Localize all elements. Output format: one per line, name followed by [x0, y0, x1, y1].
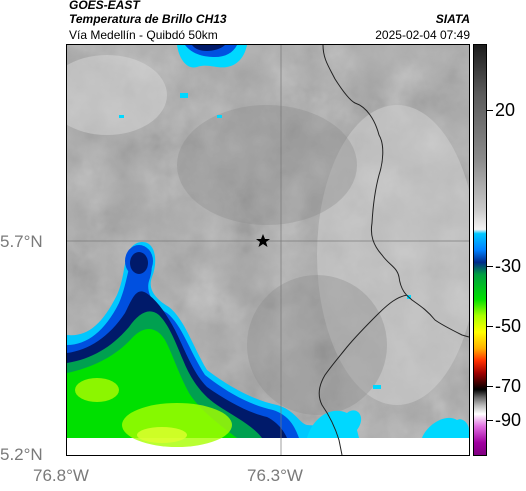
dark-cloud-region — [247, 275, 387, 415]
light-cloud-region — [67, 55, 167, 135]
colorbar-label: -90 — [495, 410, 522, 430]
colorbar-tick — [487, 326, 493, 327]
colorbar-tick — [487, 266, 493, 267]
star-marker[interactable] — [256, 234, 270, 247]
agency-label: SIATA — [435, 12, 470, 26]
department-border — [318, 294, 408, 455]
bottom-right-cold-cloud — [307, 295, 469, 438]
department-border — [322, 45, 469, 338]
satellite-title: GOES-EAST — [69, 0, 140, 12]
convective-cluster — [67, 242, 352, 447]
latitude-label-5-2: 5.2°N — [0, 445, 43, 464]
region-subtitle: Vía Medellín - Quibdó 50km — [69, 28, 218, 42]
map-canvas — [67, 45, 469, 455]
dark-cloud-region — [177, 105, 357, 225]
longitude-label-76-8: 76.8°W — [33, 466, 89, 485]
colorbar-tick — [487, 110, 493, 111]
colorbar-label: -50 — [495, 316, 522, 336]
top-cold-cloud — [119, 45, 247, 118]
timestamp: 2025-02-04 07:49 — [375, 28, 470, 42]
colorbar-label: -70 — [495, 376, 522, 396]
light-cloud-region — [317, 105, 469, 405]
latitude-label-5-7: 5.7°N — [0, 232, 43, 251]
product-title: Temperatura de Brillo CH13 — [69, 12, 227, 26]
colorbar-label: -30 — [495, 256, 522, 276]
no-data-band — [67, 438, 469, 455]
colorbar-tick — [487, 386, 493, 387]
satellite-map[interactable] — [66, 44, 470, 456]
colorbar-label: 20 — [495, 100, 516, 120]
longitude-label-76-3: 76.3°W — [247, 466, 303, 485]
colorbar — [473, 44, 487, 456]
colorbar-tick — [487, 420, 493, 421]
